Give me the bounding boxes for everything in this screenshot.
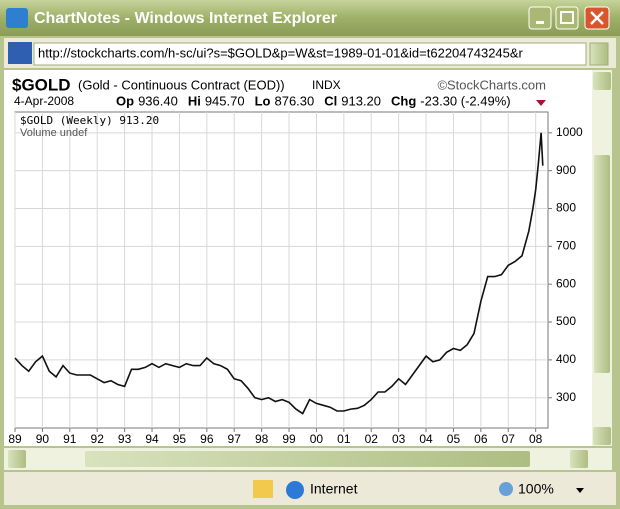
maximize-button[interactable]: [555, 6, 579, 30]
x-tick-label: 02: [365, 432, 379, 446]
stat-label: Lo: [255, 93, 271, 108]
date: 4-Apr-2008: [14, 94, 74, 108]
x-tick-label: 95: [173, 432, 187, 446]
y-tick-label: 600: [556, 276, 576, 290]
menu-arrow[interactable]: [536, 100, 546, 106]
security-icon: [253, 480, 273, 498]
y-tick-label: 700: [556, 239, 576, 253]
scroll-up[interactable]: [593, 72, 611, 90]
stat-value: 945.70: [205, 93, 245, 108]
symbol-name: (Gold - Continuous Contract (EOD)): [78, 77, 285, 92]
price-line: [14, 132, 544, 415]
page-icon: [8, 42, 32, 64]
stat-value: 913.20: [341, 93, 381, 108]
stat-label: Chg: [391, 93, 416, 108]
scroll-left[interactable]: [8, 450, 26, 468]
zone-icon: [286, 481, 304, 499]
x-tick-label: 03: [392, 432, 406, 446]
x-tick-label: 04: [419, 432, 433, 446]
url-text: http://stockcharts.com/h-sc/ui?s=$GOLD&p…: [38, 45, 524, 60]
maximize-icon: [560, 11, 574, 24]
x-tick-label: 06: [474, 432, 488, 446]
stat-value: -23.30 (-2.49%): [420, 93, 510, 108]
x-tick-label: 98: [255, 432, 269, 446]
x-tick-label: 89: [8, 432, 22, 446]
minimize-icon: [536, 21, 544, 24]
y-tick-label: 300: [556, 390, 576, 404]
y-tick-label: 1000: [556, 125, 583, 139]
x-tick-label: 90: [36, 432, 50, 446]
stat-label: Hi: [188, 93, 201, 108]
plot-area: [14, 111, 549, 429]
y-tick-label: 800: [556, 201, 576, 215]
legend-entry: Volume undef: [20, 127, 88, 139]
scroll-thumb[interactable]: [594, 155, 610, 373]
stat-value: 936.40: [138, 93, 178, 108]
x-tick-label: 96: [200, 432, 214, 446]
x-tick-label: 01: [337, 432, 351, 446]
copyright: ©StockCharts.com: [437, 77, 546, 92]
title-bar: [0, 0, 620, 36]
scroll-right[interactable]: [570, 450, 588, 468]
zoom-text[interactable]: 100%: [518, 481, 554, 497]
y-tick-label: 500: [556, 314, 576, 328]
address-dropdown[interactable]: [589, 42, 609, 66]
chart-header: $GOLD (Gold - Continuous Contract (EOD))…: [12, 75, 546, 108]
x-tick-label: 07: [502, 432, 516, 446]
y-tick-label: 400: [556, 352, 576, 366]
stat-value: 876.30: [274, 93, 314, 108]
scroll-down[interactable]: [593, 427, 611, 445]
x-tick-label: 05: [447, 432, 461, 446]
zoom-icon: [499, 482, 513, 496]
zoom-dropdown[interactable]: [576, 488, 584, 493]
scroll-thumb-h[interactable]: [85, 451, 530, 467]
close-icon: [590, 11, 604, 25]
minimize-button[interactable]: [528, 6, 552, 30]
x-tick-label: 94: [145, 432, 159, 446]
x-tick-label: 93: [118, 432, 132, 446]
zone-text: Internet: [310, 481, 358, 497]
x-tick-label: 99: [282, 432, 296, 446]
status-bar: [4, 472, 616, 505]
x-tick-label: 91: [63, 432, 77, 446]
ie-icon: [6, 8, 28, 28]
x-tick-label: 97: [228, 432, 242, 446]
y-tick-label: 900: [556, 163, 576, 177]
window-title: ChartNotes - Windows Internet Explorer: [34, 10, 337, 27]
stat-label: Cl: [324, 93, 337, 108]
stat-label: Op: [116, 93, 134, 108]
symbol: $GOLD: [12, 75, 71, 94]
legend-entry: $GOLD (Weekly) 913.20: [20, 114, 159, 127]
x-tick-label: 92: [91, 432, 105, 446]
exchange: INDX: [312, 78, 341, 92]
x-tick-label: 08: [529, 432, 543, 446]
x-tick-label: 00: [310, 432, 324, 446]
address-bar[interactable]: [33, 42, 587, 66]
